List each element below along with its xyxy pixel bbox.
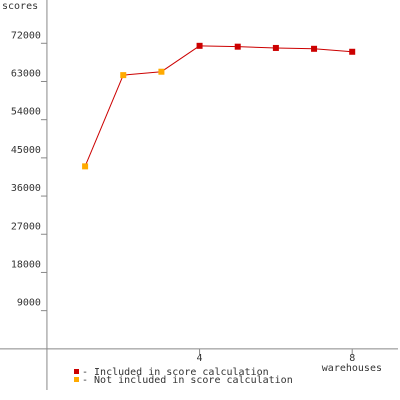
y-tick-label: 45000 (11, 145, 41, 156)
connector (199, 45, 238, 48)
y-tick-label: 54000 (11, 107, 41, 118)
x-tick-label: 8 (349, 353, 355, 364)
point (349, 48, 356, 55)
y-tick-label: 72000 (11, 30, 41, 41)
y-tick-label: 18000 (11, 259, 41, 270)
legend-label: - Not included in score calculation (82, 375, 293, 386)
point (234, 43, 241, 50)
point (120, 72, 127, 79)
legend-swatch (74, 377, 79, 382)
connector (275, 47, 315, 50)
point (272, 44, 279, 51)
connector (84, 74, 124, 167)
y-tick-label: 9000 (17, 298, 41, 309)
point (196, 42, 203, 49)
point (82, 163, 89, 170)
point (158, 68, 165, 75)
legend-swatch (74, 369, 79, 374)
connector (123, 71, 162, 76)
connector (161, 45, 200, 73)
y-tick-label: 27000 (11, 221, 41, 232)
y-tick-label: 36000 (11, 183, 41, 194)
x-axis-label: warehouses (322, 363, 382, 374)
legend-label: - Included in score calculation (82, 367, 269, 378)
point (311, 45, 318, 52)
connector (237, 46, 276, 49)
x-tick-label: 4 (197, 353, 203, 364)
y-axis-label: scores (2, 1, 38, 12)
y-tick-label: 63000 (11, 68, 41, 79)
connector (314, 48, 353, 53)
